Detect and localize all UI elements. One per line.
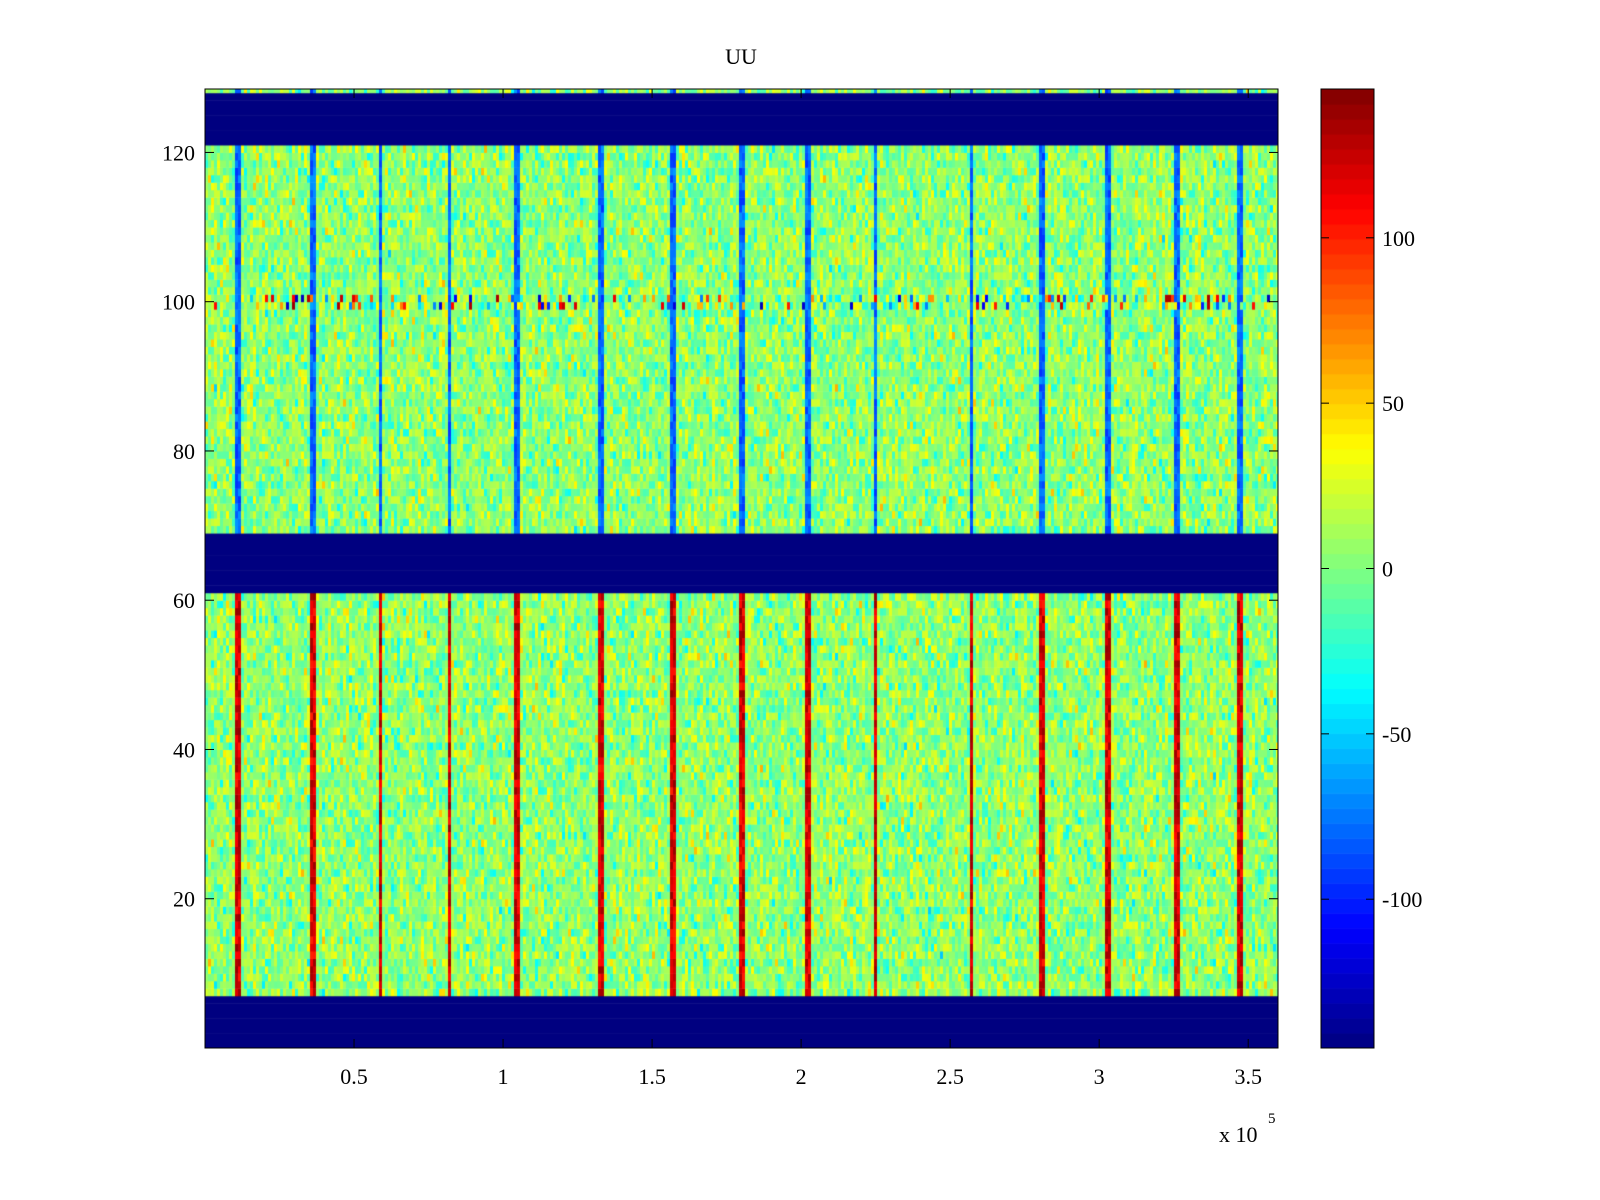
plot-frame: [204, 88, 1279, 1049]
x-tick-label: 3.5: [1234, 1064, 1262, 1089]
x-axis-exponent-power: 5: [1268, 1111, 1276, 1127]
x-tick-label: 0.5: [340, 1064, 368, 1089]
y-axis: 20 40 60 80 100 120: [162, 140, 1278, 912]
x-tick-label: 2.5: [936, 1064, 964, 1089]
colorbar-ticks: -100 -50 0 50 100: [1321, 226, 1422, 912]
x-axis: 0.5 1 1.5 2 2.5 3 3.5: [340, 89, 1262, 1089]
y-tick-label: 60: [173, 588, 195, 613]
colorbar-tick-label: -100: [1382, 887, 1422, 912]
y-tick-label: 120: [162, 140, 195, 165]
y-tick-label: 100: [162, 290, 195, 315]
heatmap-plot-area: [204, 88, 1279, 1049]
x-tick-label: 1.5: [638, 1064, 666, 1089]
x-tick-label: 3: [1094, 1064, 1105, 1089]
x-tick-label: 1: [498, 1064, 509, 1089]
colorbar-gradient: [1321, 89, 1374, 1048]
y-tick-label: 20: [173, 887, 195, 912]
heatmap-image: [205, 89, 1278, 1048]
colorbar-tick-label: 100: [1382, 226, 1415, 251]
colorbar-tick-label: -50: [1382, 722, 1411, 747]
chart-title: UU: [725, 44, 757, 69]
x-tick-label: 2: [796, 1064, 807, 1089]
colorbar-tick-label: 50: [1382, 391, 1404, 416]
colorbar-tick-label: 0: [1382, 557, 1393, 582]
y-tick-label: 80: [173, 439, 195, 464]
x-axis-exponent-label: x 10: [1219, 1122, 1258, 1147]
y-tick-label: 40: [173, 737, 195, 762]
colorbar: -100 -50 0 50 100: [1320, 88, 1422, 1049]
